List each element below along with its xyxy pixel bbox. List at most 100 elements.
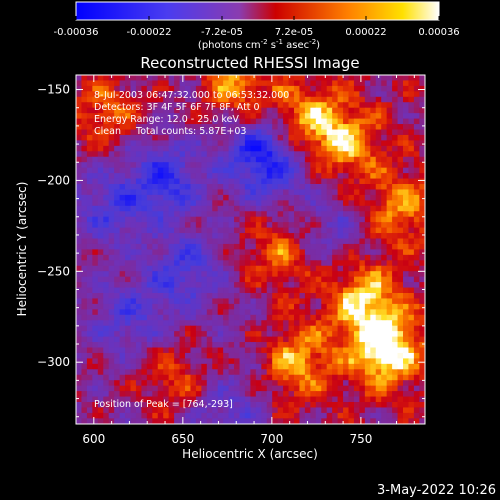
heatmap-cell <box>141 423 148 424</box>
heatmap-cell <box>86 222 93 229</box>
heatmap-cell <box>163 369 170 376</box>
heatmap-cell <box>108 391 115 398</box>
heatmap-cell <box>403 145 410 152</box>
heatmap-cell <box>343 298 350 305</box>
heatmap-cell <box>119 402 126 409</box>
heatmap-cell <box>397 412 404 419</box>
heatmap-cell <box>364 162 371 169</box>
heatmap-cell <box>168 402 175 409</box>
heatmap-cell <box>212 194 219 201</box>
heatmap-cell <box>370 233 377 240</box>
heatmap-cell <box>261 358 268 365</box>
heatmap-cell <box>321 113 328 120</box>
heatmap-cell <box>326 118 333 125</box>
heatmap-cell <box>397 260 404 267</box>
heatmap-cell <box>157 314 164 321</box>
heatmap-cell <box>255 134 262 141</box>
heatmap-cell <box>141 418 148 424</box>
heatmap-cell <box>266 282 273 289</box>
heatmap-cell <box>239 320 246 327</box>
heatmap-cell <box>326 293 333 300</box>
heatmap-cell <box>76 243 83 250</box>
heatmap-cell <box>179 129 186 136</box>
heatmap-cell <box>283 194 290 201</box>
heatmap-cell <box>212 271 219 278</box>
heatmap-cell <box>326 407 333 414</box>
heatmap-cell <box>272 282 279 289</box>
heatmap-cell <box>174 145 181 152</box>
heatmap-cell <box>141 369 148 376</box>
heatmap-cell <box>174 249 181 256</box>
heatmap-cell <box>168 325 175 332</box>
heatmap-cell <box>195 276 202 283</box>
heatmap-cell <box>288 271 295 278</box>
heatmap-cell <box>392 134 399 141</box>
heatmap-cell <box>283 216 290 223</box>
heatmap-cell <box>195 249 202 256</box>
heatmap-cell <box>364 102 371 109</box>
heatmap-cell <box>201 374 208 381</box>
heatmap-cell <box>179 271 186 278</box>
heatmap-cell <box>228 145 235 152</box>
heatmap-cell <box>76 118 83 125</box>
heatmap-cell <box>114 151 121 158</box>
heatmap-cell <box>348 265 355 272</box>
heatmap-cell <box>288 227 295 234</box>
heatmap-cell <box>424 293 425 300</box>
heatmap-cell <box>76 412 83 419</box>
heatmap-cell <box>255 380 262 387</box>
heatmap-cell <box>174 156 181 163</box>
heatmap-cell <box>283 184 290 191</box>
heatmap-cell <box>381 298 388 305</box>
heatmap-cell <box>321 162 328 169</box>
heatmap-cell <box>174 331 181 338</box>
heatmap-cell <box>250 194 257 201</box>
heatmap-cell <box>343 200 350 207</box>
heatmap-cell <box>86 363 93 370</box>
heatmap-cell <box>310 271 317 278</box>
heatmap-cell <box>408 91 415 98</box>
heatmap-cell <box>195 298 202 305</box>
heatmap-cell <box>392 396 399 403</box>
heatmap-cell <box>403 412 410 419</box>
heatmap-cell <box>326 331 333 338</box>
heatmap-cell <box>244 243 251 250</box>
heatmap-cell <box>299 243 306 250</box>
heatmap-cell <box>201 293 208 300</box>
heatmap-cell <box>234 173 241 180</box>
heatmap-cell <box>261 85 268 92</box>
heatmap-cell <box>228 227 235 234</box>
heatmap-cell <box>250 385 257 392</box>
heatmap-cell <box>397 385 404 392</box>
heatmap-cell <box>217 282 224 289</box>
heatmap-cell <box>157 249 164 256</box>
heatmap-cell <box>234 293 241 300</box>
heatmap-cell <box>157 96 164 103</box>
heatmap-cell <box>152 254 159 261</box>
heatmap-cell <box>375 347 382 354</box>
heatmap-cell <box>353 287 360 294</box>
heatmap-cell <box>157 243 164 250</box>
heatmap-cell <box>92 423 99 424</box>
heatmap-cell <box>370 391 377 398</box>
heatmap-cell <box>114 243 121 250</box>
heatmap-cell <box>348 336 355 343</box>
heatmap-cell <box>419 113 425 120</box>
heatmap-cell <box>135 254 142 261</box>
heatmap-cell <box>179 184 186 191</box>
heatmap-cell <box>424 162 425 169</box>
heatmap-cell <box>392 391 399 398</box>
heatmap-cell <box>370 363 377 370</box>
heatmap-cell <box>163 265 170 272</box>
heatmap-cell <box>185 200 192 207</box>
heatmap-cell <box>424 309 425 316</box>
heatmap-cell <box>370 282 377 289</box>
heatmap-cell <box>408 162 415 169</box>
heatmap-cell <box>408 184 415 191</box>
heatmap-cell <box>81 107 88 114</box>
heatmap-cell <box>381 271 388 278</box>
heatmap-cell <box>343 194 350 201</box>
heatmap-cell <box>364 134 371 141</box>
heatmap-cell <box>174 227 181 234</box>
heatmap-cell <box>332 243 339 250</box>
